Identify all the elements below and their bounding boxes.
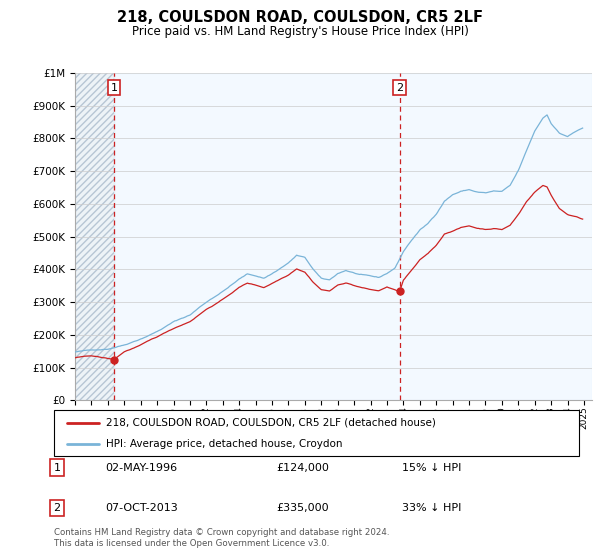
Text: 33% ↓ HPI: 33% ↓ HPI <box>402 503 461 513</box>
Text: HPI: Average price, detached house, Croydon: HPI: Average price, detached house, Croy… <box>107 439 343 449</box>
Text: 1: 1 <box>110 83 118 92</box>
Text: £335,000: £335,000 <box>276 503 329 513</box>
Text: 15% ↓ HPI: 15% ↓ HPI <box>402 463 461 473</box>
Text: 218, COULSDON ROAD, COULSDON, CR5 2LF: 218, COULSDON ROAD, COULSDON, CR5 2LF <box>117 10 483 25</box>
Text: 218, COULSDON ROAD, COULSDON, CR5 2LF (detached house): 218, COULSDON ROAD, COULSDON, CR5 2LF (d… <box>107 418 436 428</box>
Bar <box>75 73 114 400</box>
Text: 2: 2 <box>53 503 61 513</box>
Text: 1: 1 <box>53 463 61 473</box>
Text: 07-OCT-2013: 07-OCT-2013 <box>105 503 178 513</box>
Text: 02-MAY-1996: 02-MAY-1996 <box>105 463 177 473</box>
Text: 2: 2 <box>396 83 403 92</box>
Bar <box>114 73 592 400</box>
Text: £124,000: £124,000 <box>276 463 329 473</box>
Text: Price paid vs. HM Land Registry's House Price Index (HPI): Price paid vs. HM Land Registry's House … <box>131 25 469 38</box>
Text: Contains HM Land Registry data © Crown copyright and database right 2024.
This d: Contains HM Land Registry data © Crown c… <box>54 528 389 548</box>
Bar <box>75 73 114 400</box>
